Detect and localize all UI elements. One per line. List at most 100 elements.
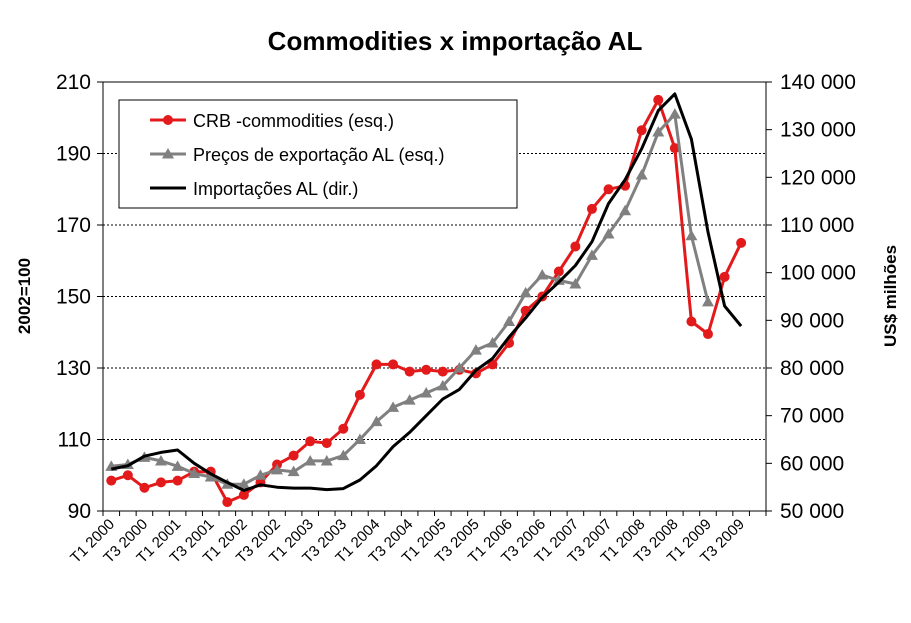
- data-point: [106, 475, 117, 486]
- data-point: [602, 227, 615, 239]
- legend-entry-0: CRB -commodities (esq.): [150, 111, 394, 131]
- series-line: [110, 92, 743, 492]
- data-point: [702, 329, 713, 340]
- data-point: [188, 467, 201, 478]
- left-axis: 90 110 130 150 170 190 210: [56, 71, 103, 523]
- right-tick-label: 140 000: [780, 71, 856, 94]
- legend-marker: [162, 148, 174, 159]
- data-point: [388, 359, 399, 370]
- data-point: [320, 454, 333, 466]
- data-point: [503, 315, 516, 327]
- data-point: [421, 364, 432, 375]
- data-point: [353, 433, 366, 444]
- data-point: [437, 366, 448, 377]
- right-tick-label: 110 000: [780, 214, 854, 237]
- legend-label: Importações AL (dir.): [193, 179, 358, 199]
- data-point: [288, 450, 299, 461]
- data-point: [585, 249, 598, 260]
- data-point: [387, 401, 400, 412]
- legend-entry-2: Importações AL (dir.): [150, 179, 358, 199]
- data-point: [686, 316, 697, 327]
- left-axis-label: 2002=100: [15, 258, 34, 334]
- data-point: [222, 497, 233, 508]
- legend-entry-1: Preços de exportação AL (esq.): [150, 145, 444, 165]
- right-tick-label: 50 000: [780, 500, 844, 523]
- data-point: [354, 389, 365, 400]
- data-point: [701, 295, 714, 307]
- right-tick-label: 130 000: [780, 119, 856, 142]
- data-point: [321, 438, 332, 449]
- data-point: [370, 415, 383, 427]
- right-tick-label: 70 000: [780, 405, 844, 428]
- data-point: [719, 271, 730, 282]
- data-point: [271, 463, 284, 475]
- left-tick-label: 150: [56, 286, 91, 309]
- data-point: [653, 94, 664, 105]
- data-point: [403, 394, 416, 405]
- data-point: [171, 460, 184, 471]
- data-point: [552, 274, 565, 285]
- data-point: [420, 387, 433, 398]
- data-point: [570, 241, 581, 252]
- data-point: [569, 277, 582, 289]
- series-2: [110, 92, 743, 492]
- data-point: [287, 465, 300, 477]
- data-point: [668, 108, 681, 119]
- legend-marker: [163, 115, 173, 125]
- data-point: [669, 143, 680, 154]
- data-point: [685, 229, 698, 241]
- right-tick-label: 60 000: [780, 452, 844, 475]
- chart-title: Commodities x importação AL: [268, 26, 643, 56]
- data-point: [453, 362, 466, 373]
- data-point: [469, 344, 482, 355]
- series-group: [105, 92, 747, 508]
- legend: CRB -commodities (esq.) Preços de exporta…: [118, 99, 518, 209]
- data-point: [519, 286, 532, 298]
- data-point: [254, 469, 267, 480]
- data-point: [304, 454, 317, 466]
- grid-lines: [103, 153, 766, 440]
- legend-label: CRB -commodities (esq.): [193, 111, 394, 131]
- right-axis-label: US$ milhões: [881, 245, 900, 347]
- data-point: [436, 379, 449, 391]
- data-point: [237, 478, 250, 489]
- data-point: [486, 336, 499, 348]
- data-point: [139, 482, 150, 493]
- data-point: [337, 449, 350, 461]
- left-tick-label: 210: [56, 71, 91, 94]
- data-point: [204, 471, 217, 482]
- data-point: [619, 204, 632, 216]
- data-point: [404, 366, 415, 377]
- left-tick-label: 110: [58, 429, 91, 452]
- data-point: [305, 436, 316, 447]
- right-tick-label: 120 000: [780, 166, 856, 189]
- data-point: [652, 126, 665, 137]
- data-point: [470, 368, 481, 379]
- data-point: [155, 454, 168, 466]
- right-tick-label: 80 000: [780, 357, 844, 380]
- data-point: [156, 477, 167, 488]
- right-tick-label: 90 000: [780, 309, 844, 332]
- data-point: [603, 184, 614, 195]
- left-tick-label: 170: [56, 214, 91, 237]
- data-point: [736, 237, 747, 248]
- data-point: [338, 423, 349, 434]
- left-tick-label: 90: [68, 500, 91, 523]
- data-point: [635, 168, 648, 180]
- data-point: [238, 489, 249, 500]
- data-point: [122, 470, 133, 481]
- series-0: [106, 94, 747, 508]
- data-point: [586, 203, 597, 214]
- data-point: [371, 359, 382, 370]
- data-point: [172, 475, 183, 486]
- left-tick-label: 130: [56, 357, 91, 380]
- data-point: [553, 266, 564, 277]
- right-tick-label: 100 000: [780, 262, 856, 285]
- left-tick-label: 190: [56, 143, 91, 166]
- data-point: [636, 125, 647, 136]
- legend-label: Preços de exportação AL (esq.): [193, 145, 444, 165]
- series-1: [105, 108, 714, 489]
- data-point: [536, 269, 549, 280]
